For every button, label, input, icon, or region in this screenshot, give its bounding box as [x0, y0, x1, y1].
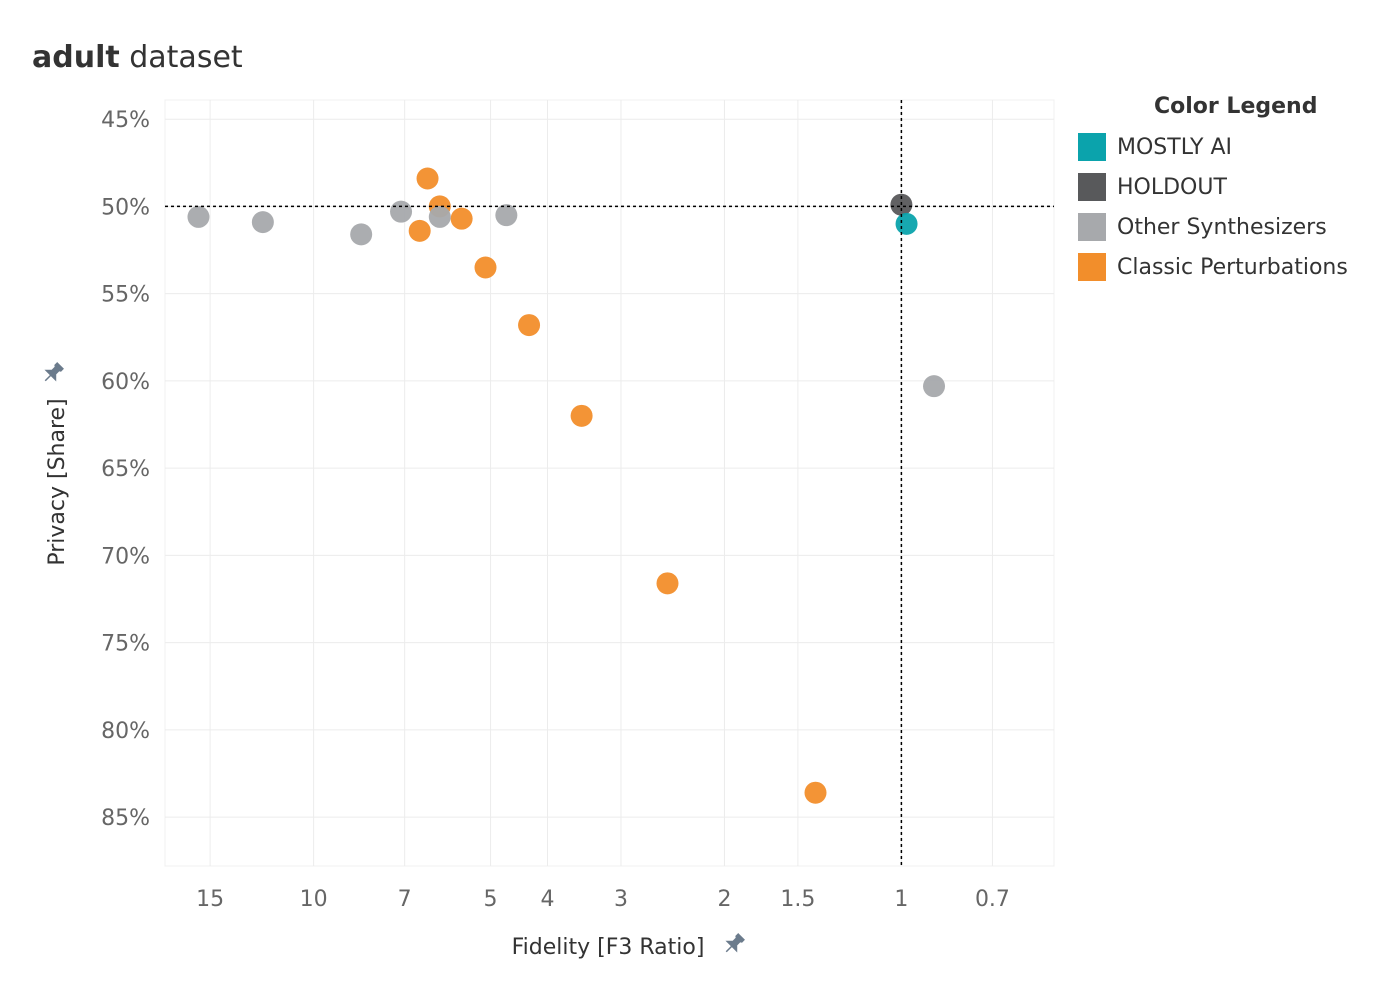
data-point-classic-perturbations: [416, 167, 439, 190]
x-tick-label: 10: [300, 887, 328, 912]
data-point-classic-perturbations: [804, 781, 827, 804]
x-tick-label: 1: [894, 887, 908, 912]
title-rest: dataset: [119, 40, 243, 75]
data-point-classic-perturbations: [656, 572, 679, 595]
data-point-classic-perturbations: [570, 404, 593, 427]
data-point-other-synthesizers: [390, 200, 413, 223]
y-tick-label: 55%: [101, 283, 150, 308]
x-tick-label: 15: [196, 887, 224, 912]
x-axis-label: Fidelity [F3 Ratio]: [512, 935, 705, 960]
data-point-other-synthesizers: [251, 211, 274, 234]
legend-swatch: [1078, 253, 1106, 281]
grid: [164, 99, 1055, 867]
legend-swatch: [1078, 213, 1106, 241]
x-tick-label: 1.5: [780, 887, 815, 912]
plot-area: [164, 99, 1055, 867]
y-tick-label: 50%: [101, 195, 150, 220]
legend-item-holdout[interactable]: HOLDOUT: [1078, 167, 1348, 207]
x-tick-label: 0.7: [975, 887, 1010, 912]
data-point-other-synthesizers: [187, 205, 210, 228]
reference-lines: [165, 100, 1054, 866]
points: [187, 167, 946, 804]
x-tick-label: 5: [484, 887, 498, 912]
y-tick-label: 80%: [101, 719, 150, 744]
x-tick-label: 7: [398, 887, 412, 912]
legend-swatch: [1078, 133, 1106, 161]
y-tick-label: 75%: [101, 632, 150, 657]
data-point-other-synthesizers: [428, 205, 451, 228]
x-tick-label: 2: [717, 887, 731, 912]
pin-icon-y[interactable]: [41, 361, 65, 385]
legend-title: Color Legend: [1154, 94, 1318, 119]
tick-labels: 15 10 7 5 4 3 2 1.5 1 0.7 45% 50% 55% 60% 65% 70% 75% 80%…: [101, 108, 1010, 912]
y-tick-label: 65%: [101, 457, 150, 482]
chart-title: adult dataset: [32, 40, 243, 75]
y-tick-label: 85%: [101, 806, 150, 831]
legend-item-other-synthesizers[interactable]: Other Synthesizers: [1078, 207, 1348, 247]
x-tick-label: 4: [541, 887, 555, 912]
data-point-other-synthesizers: [350, 223, 373, 246]
pin-icon-x[interactable]: [722, 932, 746, 956]
legend-item-mostly-ai[interactable]: MOSTLY AI: [1078, 127, 1348, 167]
data-point-classic-perturbations: [450, 207, 473, 230]
y-tick-label: 60%: [101, 370, 150, 395]
color-legend: Color Legend MOSTLY AI HOLDOUT Other Syn…: [1078, 94, 1348, 287]
data-point-classic-perturbations: [518, 314, 541, 337]
data-point-other-synthesizers: [495, 204, 518, 227]
x-tick-label: 3: [614, 887, 628, 912]
data-point-other-synthesizers: [923, 375, 946, 398]
data-point-classic-perturbations: [408, 219, 431, 242]
title-bold: adult: [32, 40, 120, 75]
data-point-classic-perturbations: [474, 256, 497, 279]
data-point-mostly-ai: [895, 212, 918, 235]
legend-swatch: [1078, 173, 1106, 201]
y-tick-label: 45%: [101, 108, 150, 133]
y-axis-label: Privacy [Share]: [45, 398, 70, 565]
legend-item-classic-perturbations[interactable]: Classic Perturbations: [1078, 247, 1348, 287]
y-tick-label: 70%: [101, 544, 150, 569]
